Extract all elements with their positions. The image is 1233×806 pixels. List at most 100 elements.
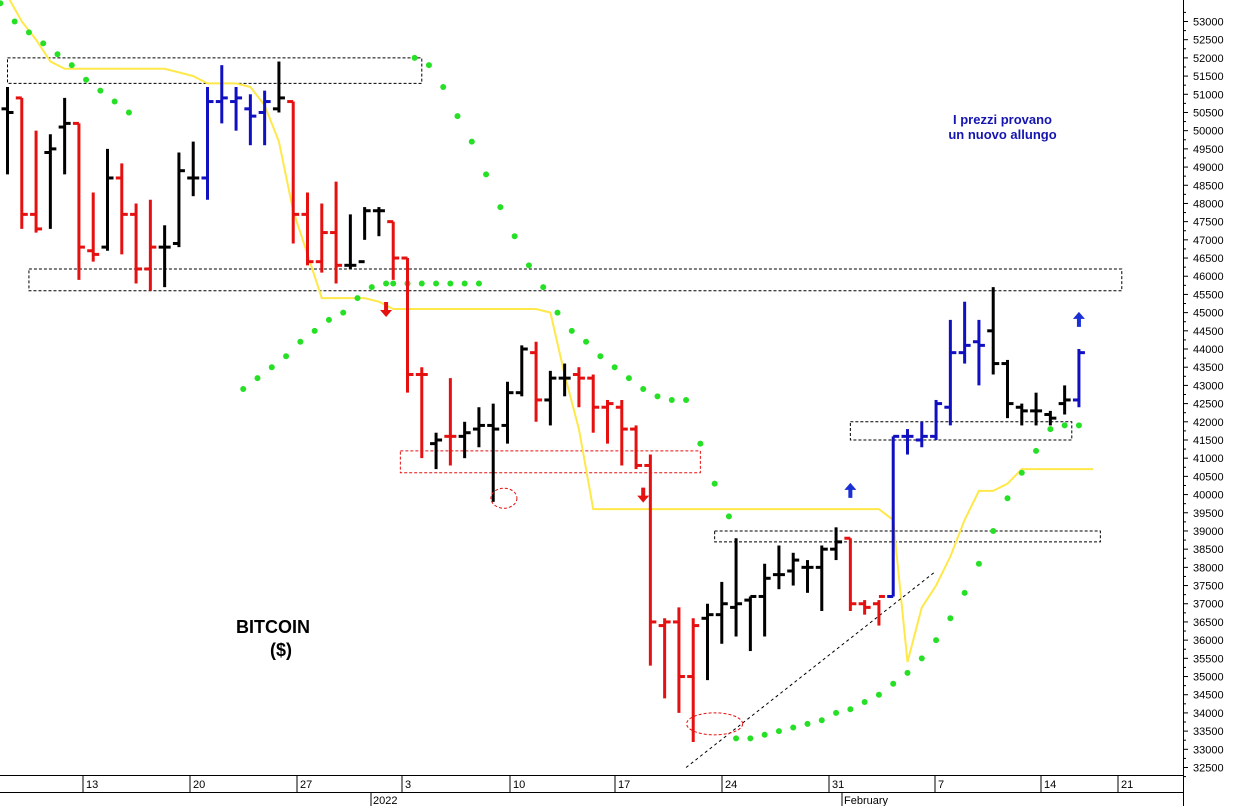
sar-dot (525, 262, 532, 269)
sar-dot (411, 54, 418, 61)
ohlc-bar (344, 214, 357, 269)
sar-dot (68, 62, 75, 69)
period-label: 2022 (373, 795, 397, 806)
y-tick-label: 40000 (1193, 490, 1224, 502)
x-tick-label: 17 (618, 779, 630, 791)
ohlc-bar (501, 381, 514, 444)
sar-dot (240, 386, 247, 393)
ohlc-bar (987, 287, 1000, 375)
sar-dot (933, 637, 940, 644)
arrow-down-icon (637, 487, 650, 503)
sar-dot (390, 280, 397, 287)
ohlc-bar (715, 581, 728, 644)
sar-dot (447, 280, 454, 287)
x-tick-label: 24 (725, 779, 737, 791)
sar-dot (297, 338, 304, 345)
sar-dot (1033, 447, 1040, 454)
ohlc-bar (730, 538, 743, 637)
y-tick-label: 34500 (1193, 690, 1224, 702)
ohlc-bar (530, 341, 543, 422)
ohlc-bar (772, 545, 785, 590)
ohlc-bar (30, 130, 43, 233)
sar-dot (904, 669, 911, 676)
sar-dot (568, 327, 575, 334)
y-tick-label: 43000 (1193, 380, 1224, 392)
sar-dot (454, 113, 461, 120)
x-tick-label: 21 (1121, 779, 1133, 791)
ohlc-bar (201, 87, 214, 200)
range-box (714, 530, 1101, 543)
sar-dot (733, 735, 740, 742)
x-tick-label: 7 (938, 779, 944, 791)
ohlc-bar (315, 203, 328, 273)
y-tick-label: 50500 (1193, 107, 1224, 119)
sar-dot (554, 309, 561, 316)
sar-dot (861, 698, 868, 705)
ohlc-bar (230, 87, 243, 131)
sar-dot (0, 0, 4, 7)
sar-dot (40, 40, 47, 47)
ohlc-bar (472, 407, 485, 448)
highlight-ellipse (686, 712, 744, 736)
sar-dot (461, 280, 468, 287)
sar-dot (747, 735, 754, 742)
y-tick-label: 37500 (1193, 581, 1224, 593)
sar-dot (468, 138, 475, 145)
y-tick-label: 33500 (1193, 726, 1224, 738)
ohlc-bar (958, 301, 971, 364)
sar-dot (711, 480, 718, 487)
sar-dot (775, 728, 782, 735)
ohlc-bar (58, 97, 71, 175)
sar-dot (54, 51, 61, 58)
arrow-up-icon (1072, 311, 1085, 327)
ohlc-bar (744, 594, 757, 652)
ohlc-bar (815, 545, 828, 612)
y-tick-label: 44000 (1193, 344, 1224, 356)
y-tick-label: 32500 (1193, 763, 1224, 775)
sar-dot (540, 284, 547, 291)
ohlc-bar (458, 421, 471, 459)
trendline (685, 570, 937, 768)
ohlc-bar (1, 87, 14, 175)
y-tick-label: 41000 (1193, 453, 1224, 465)
ohlc-bar (372, 207, 385, 237)
ohlc-bar (701, 603, 714, 681)
ohlc-bar (1001, 359, 1014, 419)
sar-dot (804, 720, 811, 727)
ohlc-bar (287, 100, 300, 244)
ohlc-bar (487, 403, 500, 502)
sar-dot (918, 655, 925, 662)
sar-dot (583, 338, 590, 345)
sar-dot (83, 76, 90, 83)
sar-dot (25, 29, 32, 36)
sar-dot (483, 171, 490, 178)
sar-dot (947, 615, 954, 622)
sar-dot (818, 717, 825, 724)
y-tick-label: 35000 (1193, 672, 1224, 684)
range-box (399, 450, 701, 474)
ohlc-bar (687, 618, 700, 743)
x-tick-label: 3 (405, 779, 411, 791)
sar-dot (368, 284, 375, 291)
ohlc-bar (544, 370, 557, 426)
sar-dot (611, 364, 618, 371)
y-tick-label: 47500 (1193, 217, 1224, 229)
sar-dot (11, 18, 18, 25)
ohlc-bar (215, 65, 228, 124)
ohlc-bar (87, 192, 100, 262)
ohlc-bar (387, 220, 400, 280)
sar-dot (640, 386, 647, 393)
sar-dot (418, 280, 425, 287)
ohlc-bar (330, 181, 343, 284)
ohlc-bar (858, 600, 871, 615)
y-tick-label: 45500 (1193, 289, 1224, 301)
sar-dot (975, 560, 982, 567)
highlight-ellipses (490, 487, 744, 736)
ohlc-bar (15, 96, 28, 229)
ohlc-bar (787, 552, 800, 586)
ohlc-bar (515, 345, 528, 397)
y-tick-label: 53000 (1193, 17, 1224, 29)
sar-dot (425, 62, 432, 69)
ohlc-bar (1072, 349, 1085, 408)
signal-arrows (380, 301, 1085, 503)
